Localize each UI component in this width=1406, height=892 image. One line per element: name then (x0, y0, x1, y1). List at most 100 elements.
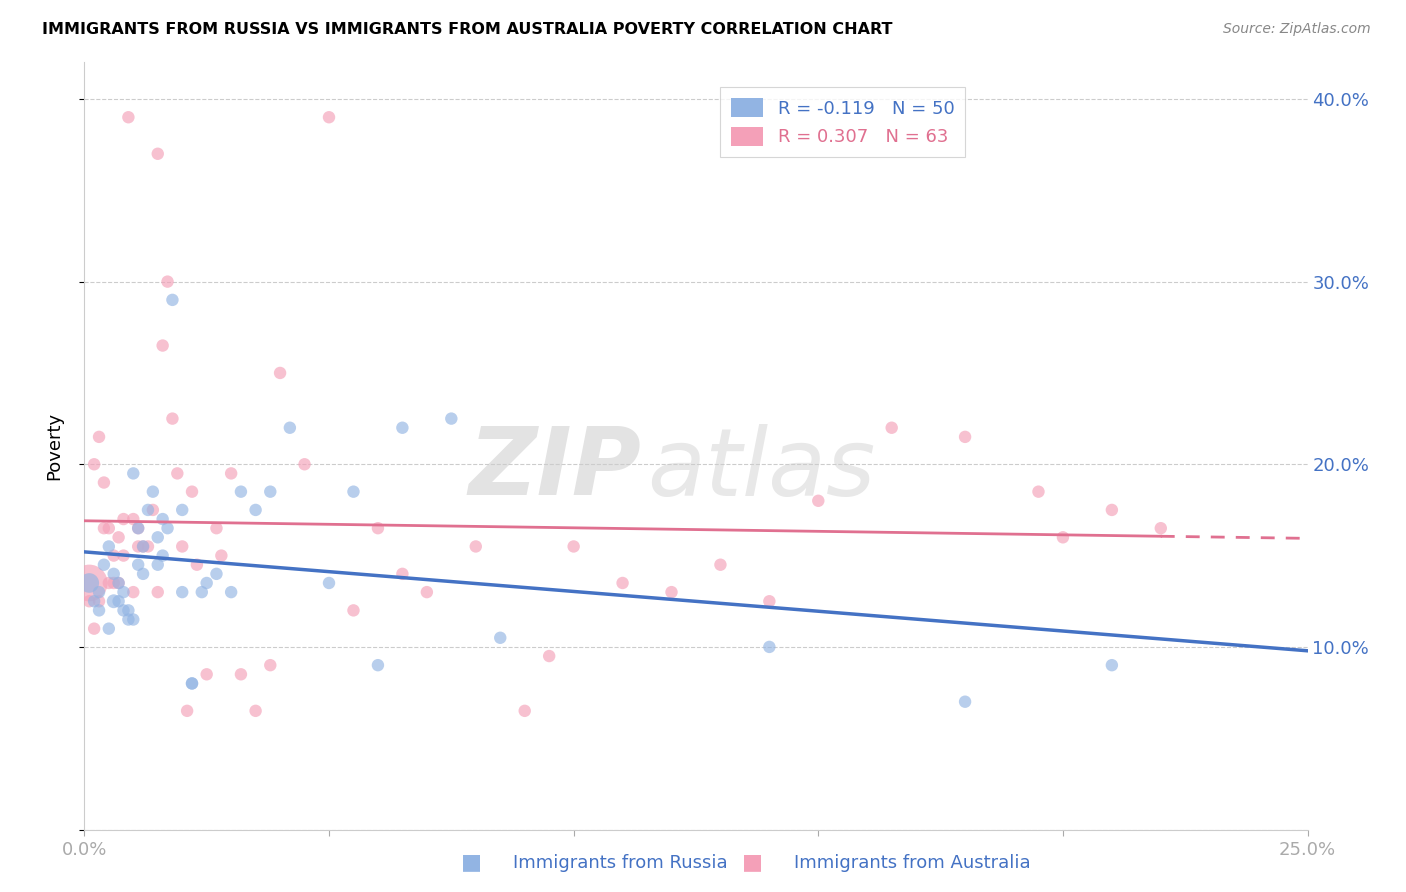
Point (83, 622, 105, 636)
Text: ■: ■ (461, 853, 481, 872)
Point (953, 695, 976, 709)
Point (77, 576, 100, 591)
Point (87, 585, 110, 599)
Point (205, 566, 228, 581)
Point (107, 576, 129, 591)
Point (709, 558, 731, 572)
Point (103, 594, 125, 608)
Point (142, 503, 165, 517)
Point (87, 594, 110, 608)
Point (146, 585, 169, 599)
Point (219, 585, 242, 599)
Point (152, 512, 174, 526)
Point (489, 631, 512, 645)
Point (1052, 530, 1074, 544)
Point (122, 512, 145, 526)
Point (112, 549, 135, 563)
Point (132, 566, 155, 581)
Point (152, 338, 174, 352)
Point (562, 540, 585, 554)
Point (1150, 521, 1173, 535)
Point (103, 576, 125, 591)
Point (112, 585, 135, 599)
Point (294, 457, 316, 471)
Point (107, 594, 129, 608)
Point (146, 146, 169, 161)
Point (87, 603, 110, 617)
Point (132, 540, 155, 554)
Point (77, 576, 100, 591)
Point (127, 521, 149, 535)
Point (93, 558, 115, 572)
Point (83, 457, 105, 471)
Point (513, 704, 536, 718)
Point (117, 603, 139, 617)
Legend: R = -0.119   N = 50, R = 0.307   N = 63: R = -0.119 N = 50, R = 0.307 N = 63 (720, 87, 966, 157)
Point (758, 640, 780, 654)
Point (612, 576, 634, 591)
Point (278, 421, 301, 435)
Point (195, 576, 218, 591)
Point (103, 566, 125, 581)
Point (132, 540, 155, 554)
Point (181, 676, 204, 690)
Point (229, 484, 252, 499)
Point (77, 594, 100, 608)
Text: Immigrants from Australia: Immigrants from Australia (794, 855, 1031, 872)
Point (172, 585, 194, 599)
Point (209, 549, 232, 563)
Point (807, 493, 830, 508)
Point (538, 648, 561, 663)
Point (166, 467, 188, 481)
Point (758, 594, 780, 608)
Point (440, 411, 463, 425)
Point (259, 658, 281, 673)
Point (416, 585, 439, 599)
Point (953, 430, 976, 444)
Point (367, 658, 389, 673)
Point (318, 110, 340, 124)
Point (146, 558, 169, 572)
Point (205, 521, 228, 535)
Point (259, 484, 281, 499)
Point (391, 566, 413, 581)
Point (186, 558, 208, 572)
Point (172, 503, 194, 517)
Point (97, 622, 120, 636)
Point (245, 503, 267, 517)
Point (156, 275, 179, 289)
Point (156, 521, 179, 535)
Point (112, 512, 135, 526)
Point (172, 540, 194, 554)
Point (191, 585, 214, 599)
Point (342, 484, 364, 499)
Point (181, 484, 204, 499)
Point (1101, 503, 1123, 517)
Point (367, 521, 389, 535)
Text: IMMIGRANTS FROM RUSSIA VS IMMIGRANTS FROM AUSTRALIA POVERTY CORRELATION CHART: IMMIGRANTS FROM RUSSIA VS IMMIGRANTS FRO… (42, 22, 893, 37)
Point (229, 667, 252, 681)
Point (103, 549, 125, 563)
Point (93, 521, 115, 535)
Point (97, 521, 120, 535)
Point (342, 603, 364, 617)
Text: atlas: atlas (647, 424, 876, 515)
Point (107, 576, 129, 591)
Point (391, 421, 413, 435)
Text: Immigrants from Russia: Immigrants from Russia (513, 855, 728, 872)
Point (162, 411, 184, 425)
Y-axis label: Poverty: Poverty (45, 412, 63, 480)
Point (117, 613, 139, 627)
Point (97, 576, 120, 591)
Point (142, 484, 165, 499)
Point (122, 467, 145, 481)
Point (269, 366, 291, 380)
Text: ■: ■ (742, 853, 762, 872)
Point (87, 430, 110, 444)
Point (195, 667, 218, 681)
Point (136, 540, 159, 554)
Point (112, 603, 135, 617)
Point (152, 549, 174, 563)
Point (1028, 484, 1050, 499)
Point (127, 521, 149, 535)
